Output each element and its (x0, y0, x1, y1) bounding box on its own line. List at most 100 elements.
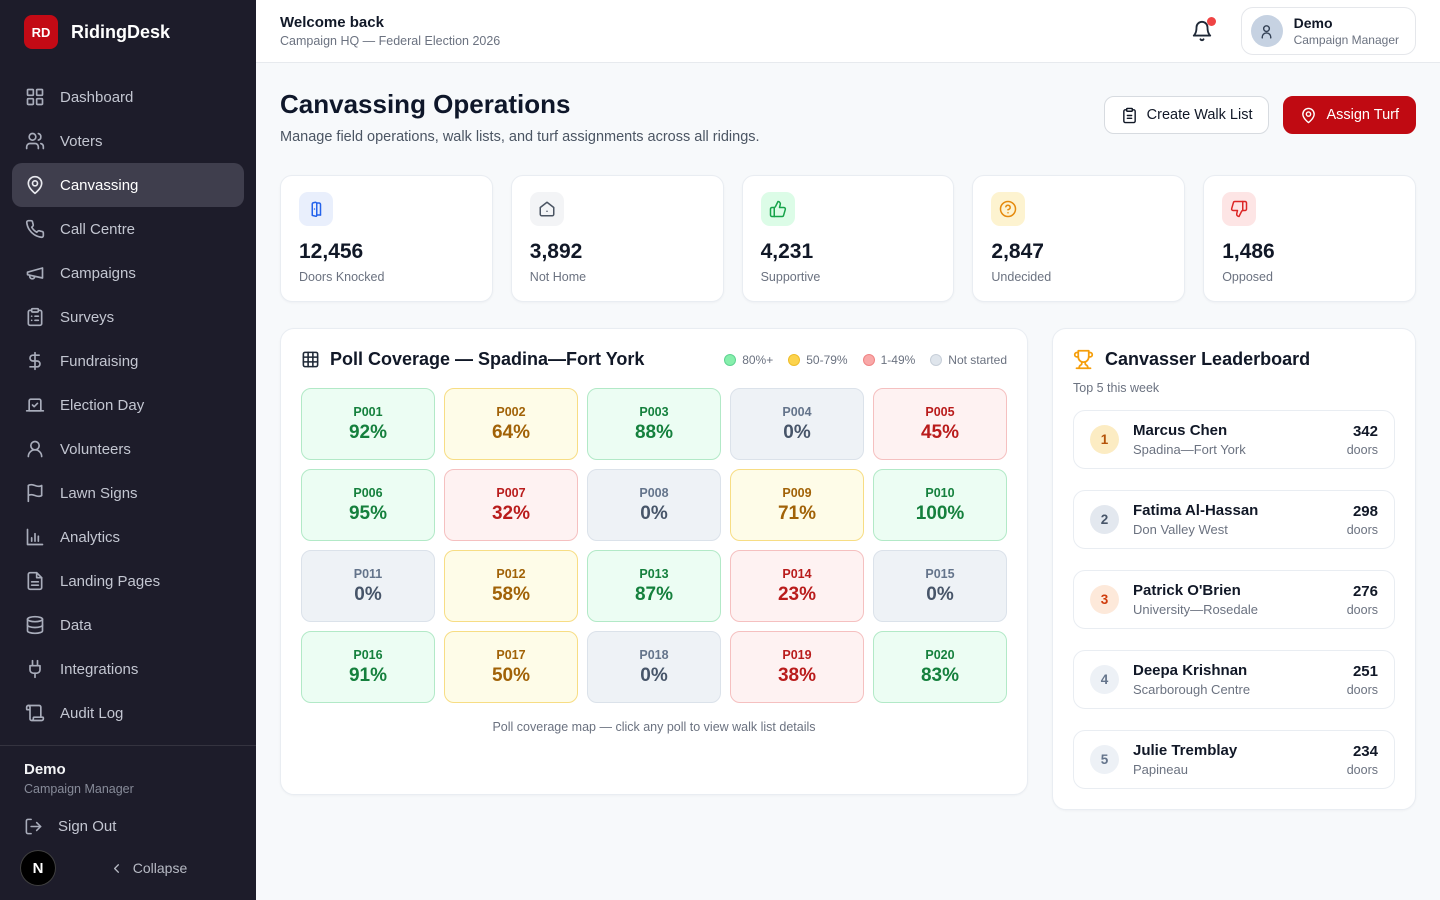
legend-dot-green (724, 353, 737, 366)
poll-cell-P009[interactable]: P009 71% (730, 469, 864, 541)
poll-cell-P006[interactable]: P006 95% (301, 469, 435, 541)
poll-cell-P008[interactable]: P008 0% (587, 469, 721, 541)
user-chip-name: Demo (1293, 15, 1333, 31)
poll-cell-P014[interactable]: P014 23% (730, 550, 864, 622)
sidebar-item-lawn-signs[interactable]: Lawn Signs (12, 471, 244, 515)
poll-cell-P002[interactable]: P002 64% (444, 388, 578, 460)
poll-cell-P016[interactable]: P016 91% (301, 631, 435, 703)
poll-id: P019 (782, 647, 812, 662)
sidebar-item-label: Analytics (60, 528, 121, 546)
sidebar-item-call-centre[interactable]: Call Centre (12, 207, 244, 251)
sidebar-item-surveys[interactable]: Surveys (12, 295, 244, 339)
person-icon (1258, 23, 1275, 40)
canvasser-info: Marcus Chen Spadina—Fort York (1133, 422, 1333, 457)
poll-pct: 91% (348, 664, 388, 686)
page-subtitle: Manage field operations, walk lists, and… (280, 129, 760, 145)
sidebar-item-campaigns[interactable]: Campaigns (12, 251, 244, 295)
legend-label: 50-79% (806, 352, 848, 367)
sidebar-item-integrations[interactable]: Integrations (12, 647, 244, 691)
ballot-icon (25, 395, 45, 415)
doors-unit: doors (1346, 522, 1378, 537)
flag-icon (25, 483, 45, 503)
sidebar-user-role: Campaign Manager (24, 782, 134, 796)
poll-cell-P019[interactable]: P019 38% (730, 631, 864, 703)
sidebar-item-fundraising[interactable]: Fundraising (12, 339, 244, 383)
sidebar-item-label: Volunteers (60, 440, 131, 458)
poll-caption: Poll coverage map — click any poll to vi… (492, 720, 816, 734)
rank-badge: 5 (1090, 745, 1119, 774)
poll-cell-P013[interactable]: P013 87% (587, 550, 721, 622)
topbar-welcome: Welcome back Campaign HQ — Federal Elect… (280, 14, 500, 48)
sidebar-item-volunteers[interactable]: Volunteers (12, 427, 244, 471)
poll-pct: 88% (634, 421, 674, 443)
map-pin-icon (1300, 107, 1317, 124)
poll-id: P015 (925, 566, 955, 581)
sidebar-item-label: Fundraising (60, 352, 139, 370)
sidebar-item-election-day[interactable]: Election Day (12, 383, 244, 427)
sidebar-item-voters[interactable]: Voters (12, 119, 244, 163)
sidebar-item-label: Call Centre (60, 220, 136, 238)
sidebar-item-label: Lawn Signs (60, 484, 138, 502)
poll-id: P008 (639, 485, 669, 500)
poll-pct: 58% (491, 583, 531, 605)
poll-coverage-title-wrap: Poll Coverage — Spadina—Fort York (301, 349, 644, 370)
sidebar-item-audit-log[interactable]: Audit Log (12, 691, 244, 735)
poll-pct: 0% (354, 583, 382, 605)
clipboard-icon (1121, 107, 1138, 124)
page-actions: Create Walk List Assign Turf (1103, 96, 1416, 134)
sidebar-item-canvassing[interactable]: Canvassing (12, 163, 244, 207)
log-out-icon (24, 817, 43, 836)
legend-item-not-started: Not started (930, 353, 1007, 367)
leaderboard-title: Canvasser Leaderboard (1105, 349, 1311, 369)
sidebar-item-data[interactable]: Data (12, 603, 244, 647)
welcome-subtitle: Campaign HQ — Federal Election 2026 (280, 34, 501, 48)
sidebar-item-label: Landing Pages (60, 572, 161, 590)
dev-badge[interactable]: N (20, 850, 56, 886)
poll-id: P009 (782, 485, 812, 500)
sign-out-button[interactable]: Sign Out (24, 817, 232, 836)
notifications-button[interactable] (1191, 17, 1216, 42)
poll-id: P010 (925, 485, 955, 500)
poll-cell-P011[interactable]: P011 0% (301, 550, 435, 622)
poll-cell-P010[interactable]: P010 100% (873, 469, 1007, 541)
poll-cell-P020[interactable]: P020 83% (873, 631, 1007, 703)
leaderboard-entry-2: 2 Fatima Al-Hassan Don Valley West 298 d… (1073, 490, 1395, 549)
topbar: Welcome back Campaign HQ — Federal Elect… (256, 0, 1440, 63)
rank-badge: 2 (1090, 505, 1119, 534)
stat-label: Undecided (991, 270, 1052, 284)
sidebar-item-label: Integrations (60, 660, 139, 678)
poll-pct: 83% (920, 664, 960, 686)
poll-cell-P003[interactable]: P003 88% (587, 388, 721, 460)
assign-turf-button[interactable]: Assign Turf (1283, 96, 1416, 134)
legend-item-80plus: 80%+ (724, 353, 773, 367)
database-icon (25, 615, 45, 635)
clipboard-list-icon (25, 307, 45, 327)
poll-cell-P005[interactable]: P005 45% (873, 388, 1007, 460)
poll-pct: 95% (348, 502, 388, 524)
poll-id: P014 (782, 566, 812, 581)
canvasser-riding: Papineau (1133, 762, 1188, 777)
sidebar-item-label: Canvassing (60, 176, 139, 194)
leaderboard-card: Canvasser Leaderboard Top 5 this week 1 … (1052, 328, 1416, 810)
poll-cell-P004[interactable]: P004 0% (730, 388, 864, 460)
stat-card-supportive: 4,231 Supportive (741, 175, 955, 302)
poll-cell-P015[interactable]: P015 0% (873, 550, 1007, 622)
scroll-icon (25, 703, 45, 723)
create-walk-list-button[interactable]: Create Walk List (1103, 96, 1270, 134)
collapse-button[interactable]: Collapse (56, 860, 240, 876)
stat-card-doors-knocked: 12,456 Doors Knocked (280, 175, 493, 302)
poll-cell-P007[interactable]: P007 32% (444, 469, 578, 541)
sidebar-item-dashboard[interactable]: Dashboard (12, 75, 244, 119)
user-menu[interactable]: Demo Campaign Manager (1240, 7, 1416, 55)
poll-cell-P018[interactable]: P018 0% (587, 631, 721, 703)
sidebar-item-analytics[interactable]: Analytics (12, 515, 244, 559)
sidebar-user-name: Demo (24, 761, 66, 778)
brand-logo: RD (24, 15, 58, 49)
poll-cell-P001[interactable]: P001 92% (301, 388, 435, 460)
poll-cell-P012[interactable]: P012 58% (444, 550, 578, 622)
doors-count: 298 doors (1347, 503, 1378, 537)
sidebar-item-landing-pages[interactable]: Landing Pages (12, 559, 244, 603)
doors-unit: doors (1346, 762, 1378, 777)
poll-cell-P017[interactable]: P017 50% (444, 631, 578, 703)
user-icon (25, 439, 45, 459)
